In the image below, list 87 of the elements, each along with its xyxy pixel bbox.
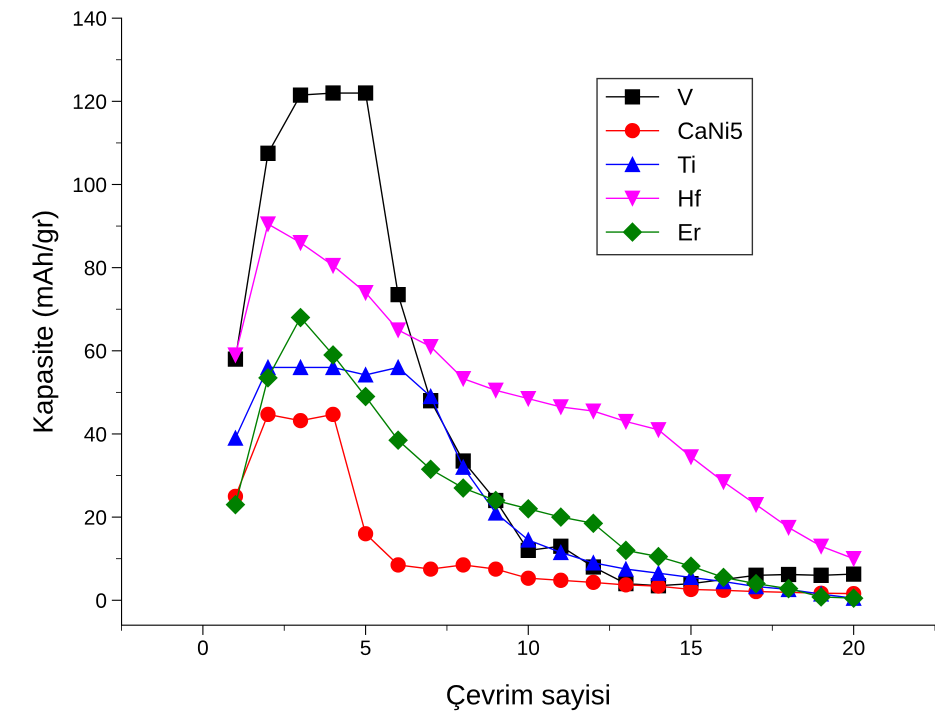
point (260, 146, 276, 161)
point (813, 568, 829, 583)
point (356, 387, 376, 406)
point (390, 322, 406, 338)
y-tick-label: 120 (74, 94, 106, 110)
point (780, 520, 796, 536)
point (292, 360, 308, 376)
point (520, 532, 536, 548)
point (746, 574, 766, 594)
point (813, 538, 829, 554)
x-tick-label: 10 (518, 640, 540, 656)
point (260, 216, 276, 232)
x-tick-label: 5 (360, 640, 371, 656)
point (780, 566, 796, 582)
point (650, 566, 666, 581)
point (358, 85, 374, 101)
point (258, 368, 278, 388)
point (421, 460, 440, 479)
point (290, 308, 310, 328)
legend-label: CaNi5 (678, 122, 742, 140)
point (586, 555, 601, 570)
point (454, 478, 473, 498)
point (683, 449, 699, 464)
point (584, 514, 603, 533)
y-axis-title: Kapasite (mAh/gr) (32, 211, 58, 432)
point (358, 284, 374, 300)
point (488, 382, 504, 398)
legend-label: Hf (679, 189, 701, 207)
point (325, 258, 341, 274)
point (325, 85, 341, 101)
x-tick-label: 20 (843, 640, 864, 656)
point (292, 235, 308, 250)
point (520, 390, 536, 406)
point (292, 87, 308, 103)
point (586, 574, 601, 590)
legend-label: V (677, 88, 693, 106)
point (488, 561, 504, 577)
y-tick-label: 0 (96, 593, 106, 608)
point (388, 430, 408, 450)
legend-label: Er (679, 224, 701, 240)
legend-label: Ti (678, 156, 695, 173)
y-tick-label: 40 (84, 426, 106, 442)
point (390, 287, 406, 302)
x-tick-label: 15 (680, 640, 702, 656)
point (358, 367, 374, 383)
point (714, 568, 734, 587)
point (553, 544, 568, 560)
point (228, 347, 244, 363)
point (292, 413, 308, 428)
point (390, 557, 406, 573)
point (553, 399, 568, 415)
point (228, 430, 244, 446)
point (358, 526, 374, 542)
point (520, 570, 536, 586)
point (456, 460, 471, 475)
point (518, 499, 538, 518)
point (846, 566, 862, 582)
point (551, 508, 570, 527)
point (456, 371, 471, 386)
x-tick-label: 0 (198, 640, 208, 656)
point (716, 474, 732, 490)
point (846, 551, 862, 566)
y-tick-label: 140 (74, 11, 106, 26)
y-tick-label: 80 (84, 260, 106, 276)
point (812, 587, 831, 606)
y-tick-label: 20 (84, 510, 106, 525)
point (618, 414, 634, 430)
point (648, 547, 668, 566)
point (226, 495, 245, 514)
point (618, 561, 634, 577)
point (423, 339, 438, 354)
point (650, 422, 666, 438)
point (681, 556, 700, 576)
y-tick-label: 60 (84, 344, 106, 359)
point (748, 497, 764, 512)
point (325, 406, 341, 422)
point (390, 360, 406, 376)
point (553, 572, 568, 588)
point (456, 557, 471, 573)
x-axis-title: Çevrim sayisi (447, 684, 609, 710)
point (423, 388, 438, 404)
point (616, 540, 636, 560)
point (423, 561, 438, 577)
point (260, 406, 276, 422)
point (324, 345, 343, 364)
y-tick-label: 100 (74, 177, 106, 192)
point (586, 403, 601, 419)
